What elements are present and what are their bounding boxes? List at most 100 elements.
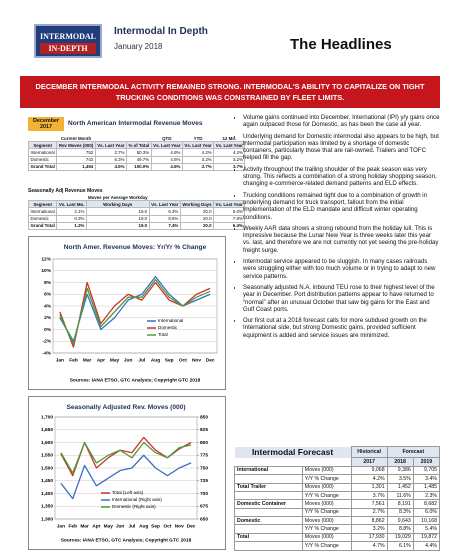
forecast-cell: 1,485 xyxy=(412,482,441,492)
group-cell: Current Month xyxy=(60,135,92,141)
forecast-cell xyxy=(234,474,303,484)
header-row: Segment Vs. Last Mo. Working Days Vs. Last … xyxy=(27,200,246,209)
forecast-cell xyxy=(234,524,303,534)
table-cell: 3.7% xyxy=(181,162,215,171)
group-row: Moves per Average Workday xyxy=(29,194,245,201)
x-tick-label: Feb xyxy=(68,523,77,529)
forecast-cell: 11.6% xyxy=(386,490,414,501)
forecast-cell: 8.3% xyxy=(386,507,414,518)
newsletter-date: January 2018 xyxy=(114,42,163,51)
y-tick-label: 8% xyxy=(44,280,52,286)
table-cell: 4.2% xyxy=(181,148,215,157)
x-tick-label: Aug xyxy=(151,357,160,363)
group-cell xyxy=(180,194,213,201)
workday-table-box: Seasonally Adj Revenue Moves Moves per A… xyxy=(27,188,246,230)
y-tick-label: 1,300 xyxy=(41,516,53,522)
banner: DECEMBER INTERMODAL ACTIVITY REMAINED ST… xyxy=(20,76,440,108)
forecast-cell xyxy=(234,490,303,501)
legend-label: Total xyxy=(158,332,168,337)
table-cell: 3.2% xyxy=(181,155,215,164)
forecast-cell: 3.7% xyxy=(350,490,388,501)
y-tick-label: 10% xyxy=(41,268,51,274)
legend-label: Total (Left axis) xyxy=(112,490,144,495)
forecast-cell: 19,029 xyxy=(386,532,414,543)
plot-frame xyxy=(52,258,218,354)
table-cell: 1.2% xyxy=(56,221,87,230)
table-cell: 4.6% xyxy=(150,162,183,171)
legend-label: Domestic xyxy=(158,325,178,330)
bullet: Activity throughout the trailing shoulde… xyxy=(243,166,440,188)
headline: The Headlines xyxy=(290,36,392,53)
x-tick-label: May xyxy=(110,357,120,363)
bullet: Seasonally adjusted N.A. inbound TEU ros… xyxy=(243,284,440,313)
x-tick-label: Jan xyxy=(56,357,64,363)
x-tick-label: Jul xyxy=(138,357,145,363)
y-tick-label: 6% xyxy=(44,292,52,298)
workday-table: Moves per Average Workday Segment Vs. Last… xyxy=(27,194,246,230)
logo: INTERMODAL IN-DEPTH xyxy=(34,24,102,58)
table-cell: 6.4% xyxy=(213,221,246,230)
forecast-year-row: 2017 2018 2019 xyxy=(234,457,441,467)
series-line xyxy=(59,281,211,348)
table-cell: 19.0 xyxy=(85,207,150,216)
logo-line: IN-DEPTH xyxy=(40,43,96,54)
header-cell: Working Days xyxy=(85,200,150,209)
forecast-cell: 9,643 xyxy=(386,515,414,526)
forecast-row: International Moves (000) 9,068 9,386 9,705 xyxy=(234,465,441,476)
forecast-row: Y/Y % Change 3.2% 8.8% 5.4% xyxy=(234,524,441,534)
bullet: Our first cut at a 2018 forecast calls f… xyxy=(243,317,440,339)
chart-title: North Amer. Revenue Moves: Yr/Yr % Chang… xyxy=(64,244,207,251)
table-cell: 8.6% xyxy=(148,214,181,223)
forecast-cell: Total xyxy=(234,532,303,543)
x-tick-label: Mar xyxy=(83,357,92,363)
forecast-cell: 8,191 xyxy=(386,499,414,509)
group-cell: Moves per Average Workday xyxy=(87,194,148,200)
table-cell: 0.3% xyxy=(56,214,87,223)
header-cell: Vs. Last Year xyxy=(94,141,128,150)
forecast-cell: International xyxy=(234,465,303,476)
x-tick-label: Aug xyxy=(139,523,148,529)
y2-tick-label: 700 xyxy=(200,491,208,497)
revenue-table-box: December 2017 North American Intermodal R… xyxy=(27,115,246,171)
forecast-cell: 6.1% xyxy=(386,541,414,551)
forecast-cell: 3.4% xyxy=(412,474,441,484)
bullet: Underlying demand for Domestic intermoda… xyxy=(243,133,440,162)
legend-label: Domestic (Right axis) xyxy=(112,504,156,509)
forecast-cell: Moves (000) xyxy=(301,532,352,543)
forecast-cell xyxy=(234,541,303,551)
table-cell: 50.3% xyxy=(126,148,152,157)
header-cell: Segment xyxy=(27,200,58,209)
table-cell: 4.6% xyxy=(150,148,183,157)
table-row: Grand Total 1,494 4.5% 100.0% 4.6% 3.7% 3.7% xyxy=(27,162,246,171)
forecast-table: Intermodal Forecast Historical Forecast 201… xyxy=(234,445,441,551)
x-tick-label: May xyxy=(104,523,114,529)
forecast-cell: Y/Y % Change xyxy=(301,524,352,534)
table-cell: 7.4% xyxy=(148,221,181,230)
y-tick-label: 4% xyxy=(44,303,52,309)
forecast-cell: 19,872 xyxy=(412,532,441,543)
table-row: International 2.1% 19.0 6.3% 20.0 5.0% xyxy=(27,207,246,216)
header-cell: Vs. Last Year xyxy=(150,141,183,150)
y-tick-label: 1,600 xyxy=(41,440,53,446)
series-line xyxy=(59,278,211,345)
group-cell xyxy=(29,194,57,201)
forecast-cell: 10,168 xyxy=(412,515,441,526)
forecast-cell: 6.0% xyxy=(412,507,441,518)
header-cell: Segment xyxy=(27,141,58,150)
table-cell: 4.5% xyxy=(94,162,128,171)
y-tick-label: 0% xyxy=(44,327,52,333)
revenue-tag: December 2017 xyxy=(28,116,64,131)
bullet: Weekly AAR data shows a strong rebound f… xyxy=(243,225,440,254)
group-cell: QTD xyxy=(162,135,172,141)
table-cell: Domestic xyxy=(27,214,58,223)
forecast-row: Y/Y % Change 2.7% 8.3% 6.0% xyxy=(234,507,441,518)
group-cell xyxy=(95,135,126,142)
revenue-title: North American Intermodal Revenue Moves xyxy=(68,120,203,128)
table-cell: 49.7% xyxy=(126,155,152,164)
y2-tick-label: 775 xyxy=(200,453,208,459)
forecast-row: Y/Y % Change 4.7% 6.1% 4.4% xyxy=(234,541,441,551)
forecast-cell: Y/Y % Change xyxy=(301,541,352,551)
group-cell: YTD xyxy=(193,135,203,141)
table-cell: 19.0 xyxy=(85,214,150,223)
forecast-row: Y/Y % Change 4.2% 3.5% 3.4% xyxy=(234,474,441,484)
